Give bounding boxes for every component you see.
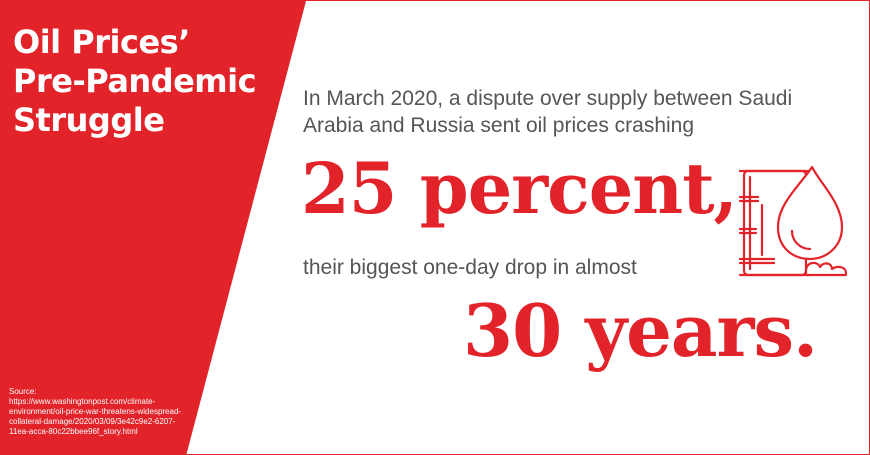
title-line-3: Struggle — [13, 101, 165, 139]
intro-line-2: Arabia and Russia sent oil prices crashi… — [303, 114, 695, 137]
headline-percent: 25 percent, — [301, 147, 738, 230]
subline-text: their biggest one-day drop in almost — [303, 256, 637, 279]
source-url-line-3: collateral-damage/2020/03/09/3e42c9e2-62… — [9, 417, 176, 426]
source-citation: Source: https://www.washingtonpost.com/c… — [9, 387, 209, 437]
source-url-line-2: environment/oil-price-war-threatens-wide… — [9, 407, 182, 416]
page-title: Oil Prices’ Pre-Pandemic Struggle — [13, 23, 283, 140]
source-label: Source: — [9, 387, 37, 396]
oil-barrel-drop-icon — [738, 165, 848, 277]
intro-line-1: In March 2020, a dispute over supply bet… — [303, 87, 793, 110]
source-url-line-1: https://www.washingtonpost.com/climate- — [9, 397, 156, 406]
intro-text: In March 2020, a dispute over supply bet… — [303, 85, 843, 139]
title-line-2: Pre-Pandemic — [13, 62, 257, 100]
headline-years: 30 years. — [463, 288, 818, 373]
source-url-line-4: 11ea-acca-80c22bbee96f_story.html — [9, 427, 138, 436]
title-line-1: Oil Prices’ — [13, 23, 190, 61]
